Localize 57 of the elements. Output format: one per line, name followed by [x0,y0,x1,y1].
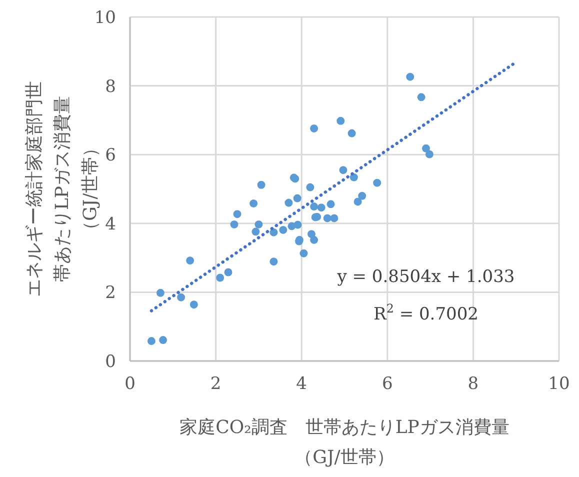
x-tick-label: 10 [548,374,570,394]
point [406,72,414,81]
point [190,300,198,309]
point [294,220,302,229]
point [224,268,232,276]
point [250,199,258,208]
point [159,336,168,344]
point [147,337,156,346]
y-tick-label: 0 [105,352,116,372]
x-axis-title: 家庭CO₂調査 世帯あたりLPガス消費量（GJ/世帯） [180,417,510,468]
annotation: R$^{2}$ = 0.7002 [374,302,478,325]
annotation: y = 0.8504x + 1.033 [336,266,515,287]
point [284,198,293,207]
point [293,194,302,202]
point [310,124,318,132]
point [358,192,366,200]
point [310,202,318,211]
point [254,220,263,228]
point [336,116,345,125]
y-tick-label: 6 [105,146,116,166]
point [300,249,308,258]
point [230,220,238,228]
point [417,93,426,102]
y-tick-label: 4 [105,214,116,234]
point [186,256,194,265]
point [326,200,335,208]
point [177,293,186,302]
point [270,228,278,236]
point [348,129,356,138]
point [354,198,362,206]
x-tick-label: 8 [468,374,479,394]
x-tick-label: 2 [210,374,222,394]
x-tick-label: 6 [382,374,393,394]
point [216,274,224,282]
x-tick-label: 0 [124,374,136,394]
point [279,226,288,234]
point [233,210,242,218]
point [252,228,260,236]
point [323,214,332,222]
point [307,230,316,238]
point [350,173,358,182]
point [422,144,430,152]
point [317,204,326,212]
y-axis-title: エネルギー統計家庭部門世帯あたりLPガス消費量（GJ/世帯） [24,81,101,297]
y-tick-label: 10 [94,8,116,28]
y-tick-label: 2 [105,283,116,304]
point [373,178,382,187]
point [270,258,278,266]
x-tick-label: 4 [296,374,308,394]
y-tick-label: 8 [105,76,116,97]
point [306,183,314,192]
point [330,214,338,222]
point [425,150,434,158]
point [339,166,348,174]
point [156,288,164,297]
point [257,180,266,189]
point [310,236,318,244]
